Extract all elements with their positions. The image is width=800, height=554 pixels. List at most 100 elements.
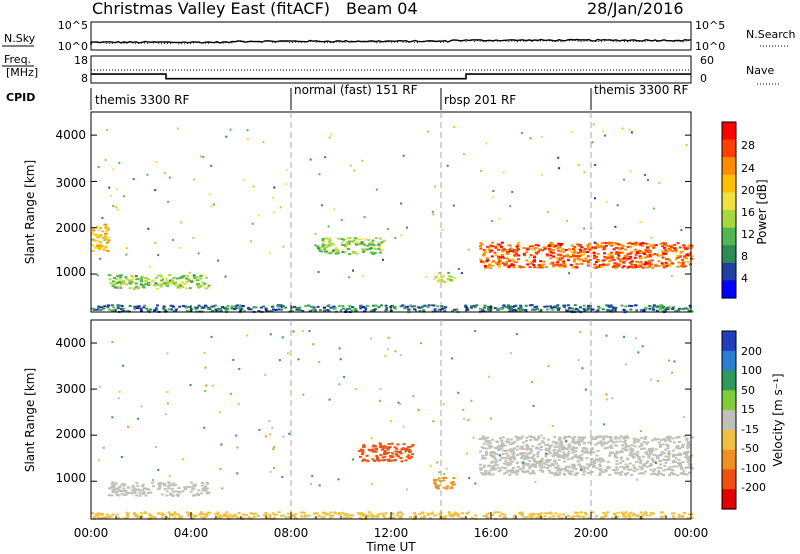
data-cell xyxy=(664,461,668,464)
data-cell xyxy=(666,447,670,450)
data-cell xyxy=(225,515,229,518)
data-cell xyxy=(562,448,566,451)
data-cell xyxy=(567,465,571,468)
data-cell xyxy=(348,307,351,310)
data-cell xyxy=(423,515,426,518)
data-cell xyxy=(199,285,202,288)
data-cell xyxy=(648,261,651,264)
data-cell xyxy=(118,285,122,288)
data-cell xyxy=(573,251,577,254)
data-cell xyxy=(690,436,694,439)
beam-label: Beam 04 xyxy=(346,0,418,18)
data-cell xyxy=(603,255,607,258)
data-cell xyxy=(317,247,321,250)
data-cell xyxy=(625,466,629,469)
data-cell xyxy=(329,243,333,246)
data-cell xyxy=(148,283,152,285)
data-cell xyxy=(556,304,560,307)
data-cell xyxy=(359,238,363,241)
data-cell xyxy=(671,449,675,452)
data-cell xyxy=(568,435,571,438)
data-cell xyxy=(440,278,444,281)
data-cell xyxy=(272,448,275,451)
data-cell xyxy=(367,448,371,451)
data-cell xyxy=(338,513,342,516)
data-cell xyxy=(365,304,369,307)
data-cell xyxy=(207,284,211,287)
data-cell xyxy=(282,245,285,248)
data-cell xyxy=(566,256,570,259)
data-cell xyxy=(664,264,668,267)
data-cell xyxy=(554,512,558,515)
data-cell xyxy=(532,264,536,266)
data-cell xyxy=(380,241,384,244)
data-cell xyxy=(656,466,660,469)
data-cell xyxy=(356,241,359,244)
data-cell xyxy=(386,227,389,230)
data-cell xyxy=(594,515,598,518)
data-cell xyxy=(479,450,483,453)
data-cell xyxy=(612,258,616,261)
data-cell xyxy=(176,286,180,289)
data-cell xyxy=(254,306,258,309)
data-cell xyxy=(247,138,249,140)
data-cell xyxy=(649,452,653,455)
data-cell xyxy=(434,479,437,482)
data-cell xyxy=(124,490,128,493)
data-cell xyxy=(571,266,575,269)
data-cell xyxy=(106,249,110,252)
data-cell xyxy=(604,513,608,516)
data-cell xyxy=(575,262,579,265)
data-cell xyxy=(616,472,620,475)
data-cell xyxy=(583,171,586,174)
data-cell xyxy=(163,482,167,485)
data-cell xyxy=(683,451,687,454)
data-cell xyxy=(598,467,602,470)
data-cell xyxy=(138,494,142,497)
data-cell xyxy=(609,437,613,440)
data-cell xyxy=(528,459,532,462)
data-cell xyxy=(317,514,321,517)
data-cell xyxy=(500,513,504,515)
data-cell xyxy=(147,281,151,284)
data-cell xyxy=(555,307,559,310)
data-cell xyxy=(633,256,637,259)
data-cell xyxy=(529,137,532,140)
data-cell xyxy=(486,307,490,310)
data-cell xyxy=(580,457,584,459)
data-cell xyxy=(538,464,542,467)
data-cell xyxy=(688,252,692,255)
data-cell xyxy=(225,511,229,514)
data-cell xyxy=(230,515,234,518)
data-cell xyxy=(498,265,501,268)
data-cell xyxy=(128,287,132,290)
data-cell xyxy=(101,230,104,233)
data-cell xyxy=(399,403,402,406)
data-cell xyxy=(659,453,663,456)
data-cell xyxy=(609,251,613,254)
data-cell xyxy=(112,489,116,492)
data-cell xyxy=(551,262,555,265)
plot-title: Christmas Valley East (fitACF) xyxy=(92,0,330,18)
data-cell xyxy=(590,246,594,249)
data-cell xyxy=(488,264,492,267)
data-cell xyxy=(361,449,365,452)
data-cell xyxy=(554,472,558,475)
data-cell xyxy=(622,441,626,443)
data-cell xyxy=(568,470,572,473)
data-cell xyxy=(452,477,456,480)
data-cell xyxy=(302,393,305,396)
data-cell xyxy=(180,281,184,284)
data-cell xyxy=(530,449,534,452)
data-cell xyxy=(578,244,582,246)
data-cell xyxy=(615,466,619,469)
data-cell xyxy=(142,491,146,494)
data-cell xyxy=(404,450,407,453)
data-cell xyxy=(680,467,684,470)
data-cell xyxy=(662,469,666,472)
data-cell xyxy=(622,466,626,469)
data-cell xyxy=(604,134,606,137)
data-cell xyxy=(626,242,630,245)
freq-panel: Freq. [MHz] 18 8 60 0 Nave xyxy=(2,53,780,85)
data-cell xyxy=(355,252,359,255)
